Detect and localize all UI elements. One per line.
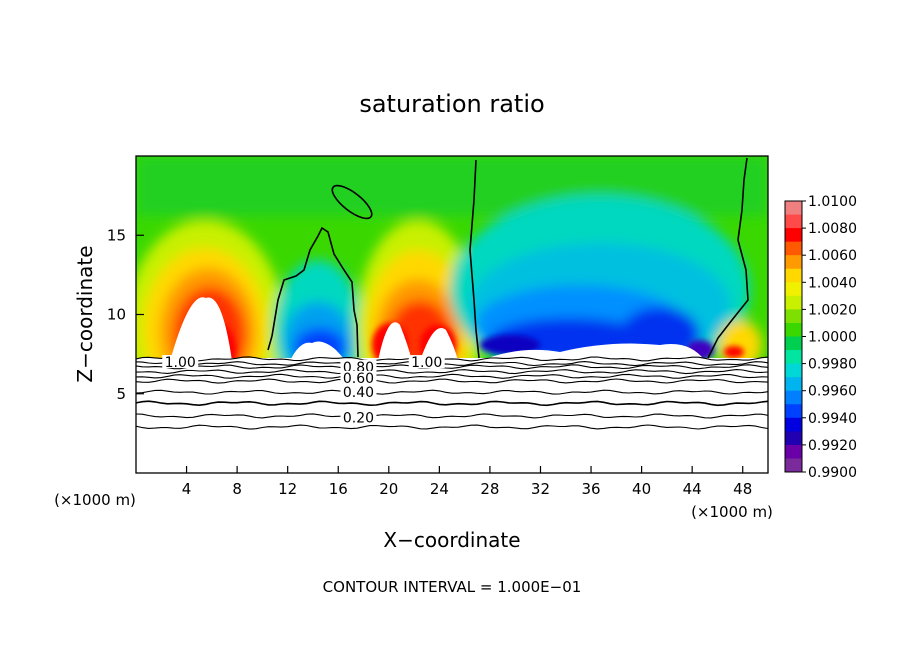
contour-line bbox=[136, 378, 768, 384]
colorbar-label: 0.9900 bbox=[808, 465, 857, 481]
colorbar-swatch bbox=[785, 458, 802, 473]
x-tick-label: 12 bbox=[278, 480, 297, 498]
contour-1-00-c bbox=[707, 157, 749, 359]
x-tick-label: 28 bbox=[480, 480, 499, 498]
contour-line bbox=[136, 369, 768, 375]
white-peak-middle-a bbox=[378, 322, 412, 361]
y-tick-label: 5 bbox=[116, 385, 126, 403]
contour-label: 1.00 bbox=[165, 355, 196, 371]
colorbar-swatch bbox=[785, 268, 802, 283]
colorbar-swatch bbox=[785, 404, 802, 419]
contour-labels: 1.00 1.000.800.600.400.20 bbox=[162, 355, 445, 427]
colorbar-swatch bbox=[785, 431, 802, 446]
colorbar-swatch bbox=[785, 228, 802, 243]
colorbar: 1.0100 1.0080 1.0060 1.0040 1.0020 1.0000 0.99… bbox=[784, 194, 857, 481]
colorbar-swatch bbox=[785, 201, 802, 216]
x-tick-label: 32 bbox=[531, 480, 550, 498]
contour-label-bg bbox=[340, 370, 377, 384]
y-tick-label: 15 bbox=[107, 226, 126, 244]
contour-label: 0.20 bbox=[343, 411, 374, 427]
contour-line bbox=[136, 356, 768, 362]
x-tick-label: 20 bbox=[379, 480, 398, 498]
white-peak-left bbox=[170, 297, 232, 361]
contour-line bbox=[136, 373, 768, 379]
contour-label-bg bbox=[340, 385, 377, 399]
white-peak-middle-b bbox=[420, 328, 458, 361]
colorbar-swatch bbox=[785, 214, 802, 229]
plume-right bbox=[718, 320, 762, 370]
contour-label: 1.00 bbox=[411, 355, 442, 371]
contour-label-bg bbox=[340, 359, 377, 373]
colorbar-label: 1.0080 bbox=[808, 221, 857, 237]
x-tick-label: 16 bbox=[329, 480, 348, 498]
colorbar-label: 0.9940 bbox=[808, 411, 857, 427]
colorbar-swatch bbox=[785, 255, 802, 270]
contour-line bbox=[136, 424, 768, 430]
contour-line bbox=[136, 364, 768, 370]
colorbar-swatch bbox=[785, 444, 802, 459]
x-tick-label: 4 bbox=[182, 480, 192, 498]
colorbar-swatch bbox=[785, 363, 802, 378]
colorbar-label: 1.0000 bbox=[808, 330, 857, 346]
x-tick-label: 8 bbox=[232, 480, 242, 498]
colorbar-swatch bbox=[785, 241, 802, 256]
contour-1-00-a bbox=[271, 226, 359, 358]
colorbar-swatch bbox=[785, 350, 802, 365]
y-axis-label: Z−coordinate bbox=[73, 245, 97, 382]
contour-label-bg bbox=[162, 355, 199, 369]
colorbar-swatch bbox=[785, 336, 802, 351]
x-axis-ticks: 4 8 12 16 20 24 28 32 36 40 44 48 bbox=[182, 466, 752, 498]
colorbar-label: 0.9960 bbox=[808, 384, 857, 400]
x-unit-right: (×1000 m) bbox=[691, 503, 773, 521]
colorbar-label: 1.0060 bbox=[808, 248, 857, 264]
x-tick-label: 24 bbox=[430, 480, 449, 498]
contour-1-00-e bbox=[331, 184, 373, 220]
contour-label-bg bbox=[408, 355, 445, 369]
colorbar-swatch bbox=[785, 309, 802, 324]
colorbar-label: 0.9920 bbox=[808, 438, 857, 454]
colorbar-swatch bbox=[785, 282, 802, 297]
colorbar-swatch bbox=[785, 417, 802, 432]
colorbar-swatch bbox=[785, 295, 802, 310]
contour-lines-below-cloud-base bbox=[136, 356, 768, 430]
colorbar-swatch bbox=[785, 390, 802, 405]
colorbar-swatch bbox=[785, 322, 802, 337]
contour-label: 0.40 bbox=[343, 385, 374, 401]
colorbar-swatch bbox=[785, 377, 802, 392]
x-tick-label: 48 bbox=[733, 480, 752, 498]
colorbar-label: 1.0020 bbox=[808, 302, 857, 318]
contour-line bbox=[136, 361, 768, 367]
contour-1-00-b bbox=[469, 159, 480, 359]
x-tick-label: 40 bbox=[632, 480, 651, 498]
contour-line bbox=[136, 400, 768, 407]
chart-title: saturation ratio bbox=[359, 90, 544, 118]
colorbar-label: 1.0040 bbox=[808, 275, 857, 291]
y-axis-ticks: 5 10 15 bbox=[107, 226, 144, 403]
contour-label-bg bbox=[340, 410, 377, 424]
contour-label: 0.60 bbox=[343, 371, 374, 387]
colorbar-label: 0.9980 bbox=[808, 357, 857, 373]
x-axis-label: X−coordinate bbox=[383, 528, 520, 552]
x-tick-label: 44 bbox=[683, 480, 702, 498]
contour-line bbox=[136, 389, 768, 395]
heatmap-field bbox=[136, 156, 768, 473]
contour-1-00-d bbox=[267, 335, 273, 351]
x-tick-label: 36 bbox=[581, 480, 600, 498]
x-unit-left: (×1000 m) bbox=[54, 491, 136, 509]
colorbar-label: 1.0100 bbox=[808, 194, 857, 210]
contour-interval-note: CONTOUR INTERVAL = 1.000E−01 bbox=[323, 578, 582, 596]
y-tick-label: 10 bbox=[107, 306, 126, 324]
contour-line bbox=[136, 413, 768, 419]
